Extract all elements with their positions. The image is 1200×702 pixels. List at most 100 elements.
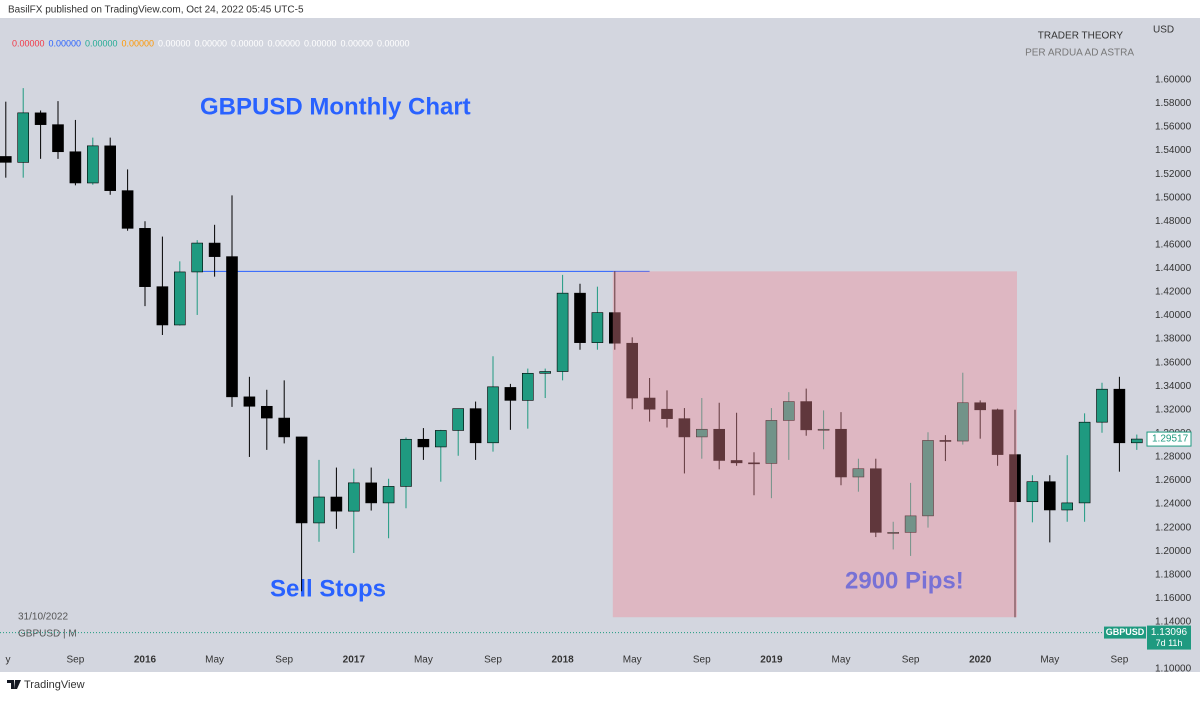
candle-body <box>278 417 291 438</box>
candle-body <box>17 112 30 163</box>
watermark: TRADER THEORY <box>1038 31 1124 42</box>
x-tick-label: May <box>205 655 224 666</box>
candle-body <box>556 292 569 372</box>
watermark: PER ARDUA AD ASTRA <box>1025 48 1134 59</box>
date-label: 31/10/2022 <box>18 612 68 623</box>
candle-body <box>713 428 726 461</box>
y-tick-label: 1.42000 <box>1155 287 1192 298</box>
last-price-box <box>1146 431 1192 447</box>
x-tick-label: y <box>6 655 11 666</box>
price-tag-name: GBPUSD <box>1106 627 1145 637</box>
indicator-value: 0.00000 <box>195 38 228 48</box>
y-tick-label: 1.54000 <box>1155 145 1192 156</box>
candle-body <box>139 228 151 287</box>
chart-background <box>0 18 1200 672</box>
candle-body <box>174 271 186 326</box>
y-tick-label: 1.26000 <box>1155 475 1192 486</box>
annotation: Sell Stops <box>270 575 386 602</box>
x-tick-label: May <box>832 655 851 666</box>
candle-body <box>887 532 900 534</box>
indicator-value: 0.00000 <box>122 38 155 48</box>
y-tick-label: 1.14000 <box>1155 617 1192 628</box>
candle-body <box>365 482 378 504</box>
candle-body <box>417 438 430 448</box>
footer-bar <box>0 672 1200 697</box>
candle-body <box>1026 481 1039 503</box>
x-tick-label: Sep <box>484 655 502 666</box>
candle-body <box>87 145 99 184</box>
candle-body <box>1113 388 1126 444</box>
price-tag-name-box <box>1104 626 1146 639</box>
y-tick-label: 1.58000 <box>1155 98 1192 109</box>
candle-body <box>34 112 47 125</box>
y-tick-label: 1.52000 <box>1155 169 1192 180</box>
y-tick-label: 1.22000 <box>1155 522 1192 533</box>
candle-body <box>452 408 465 431</box>
y-tick-label: 1.10000 <box>1155 664 1192 675</box>
x-tick-label: May <box>1040 655 1059 666</box>
x-tick-label: Sep <box>902 655 920 666</box>
y-tick-label: 1.56000 <box>1155 122 1192 133</box>
y-tick-label: 1.48000 <box>1155 216 1192 227</box>
chart-title: GBPUSD Monthly Chart <box>200 93 471 120</box>
candle-body <box>939 440 952 442</box>
candle-body <box>626 342 639 399</box>
y-tick-label: 1.38000 <box>1155 334 1192 345</box>
candle-body <box>817 428 830 431</box>
candle-body <box>1078 421 1091 504</box>
candle-body <box>1009 454 1021 503</box>
x-tick-label: Sep <box>67 655 85 666</box>
price-tag-countdown: 7d 11h <box>1156 638 1183 648</box>
y-tick-label: 1.34000 <box>1155 381 1192 392</box>
symbol-label: GBPUSD | M <box>18 629 77 640</box>
y-tick-label: 1.60000 <box>1155 75 1192 86</box>
candle-body <box>539 371 552 374</box>
y-tick-label: 1.44000 <box>1155 263 1192 274</box>
candle-body <box>748 462 760 465</box>
candle-body <box>574 292 586 343</box>
logo <box>7 680 21 689</box>
x-tick-label: 2017 <box>343 655 366 666</box>
y-tick-label: 1.46000 <box>1155 239 1192 250</box>
candle-body <box>661 408 673 419</box>
annotation: 2900 Pips! <box>845 567 964 594</box>
candle-body <box>904 515 917 533</box>
candle-body <box>765 420 778 464</box>
candle-body <box>434 430 447 448</box>
candle-body <box>191 242 203 273</box>
candle-body <box>991 409 1004 455</box>
indicator-value: 0.00000 <box>49 38 82 48</box>
y-tick-label: 1.18000 <box>1155 569 1192 580</box>
indicator-value: 0.00000 <box>158 38 191 48</box>
candle-body <box>956 402 969 442</box>
y-tick-label: 1.40000 <box>1155 310 1192 321</box>
candle-body <box>678 418 691 438</box>
header: BasilFX published on TradingView.com, Oc… <box>8 5 304 16</box>
x-tick-label: 2019 <box>760 655 783 666</box>
candle-body <box>260 405 273 419</box>
candle-body <box>521 372 534 401</box>
candle-body <box>608 312 621 344</box>
y-tick-label: 1.28000 <box>1155 452 1192 463</box>
y-tick-label: 1.50000 <box>1155 192 1192 203</box>
x-tick-label: 2020 <box>969 655 992 666</box>
candle-body <box>1061 502 1073 511</box>
y-tick-label: 1.36000 <box>1155 357 1192 368</box>
zone <box>612 271 1017 618</box>
candle-body <box>208 242 221 257</box>
footer-brand: TradingView <box>24 679 85 691</box>
indicator-value: 0.00000 <box>304 38 337 48</box>
candle-body <box>400 438 412 487</box>
candle-body <box>591 312 604 343</box>
candle-body <box>643 397 656 410</box>
indicator-value: 0.00000 <box>85 38 118 48</box>
x-tick-label: Sep <box>275 655 293 666</box>
candle-body <box>52 124 64 153</box>
candle-body <box>226 256 238 398</box>
candle-body <box>121 190 134 229</box>
y-tick-label: 1.16000 <box>1155 593 1192 604</box>
y-unit: USD <box>1153 25 1174 36</box>
price-tag-value: 1.13096 <box>1151 627 1188 638</box>
indicator-value: 0.00000 <box>231 38 264 48</box>
